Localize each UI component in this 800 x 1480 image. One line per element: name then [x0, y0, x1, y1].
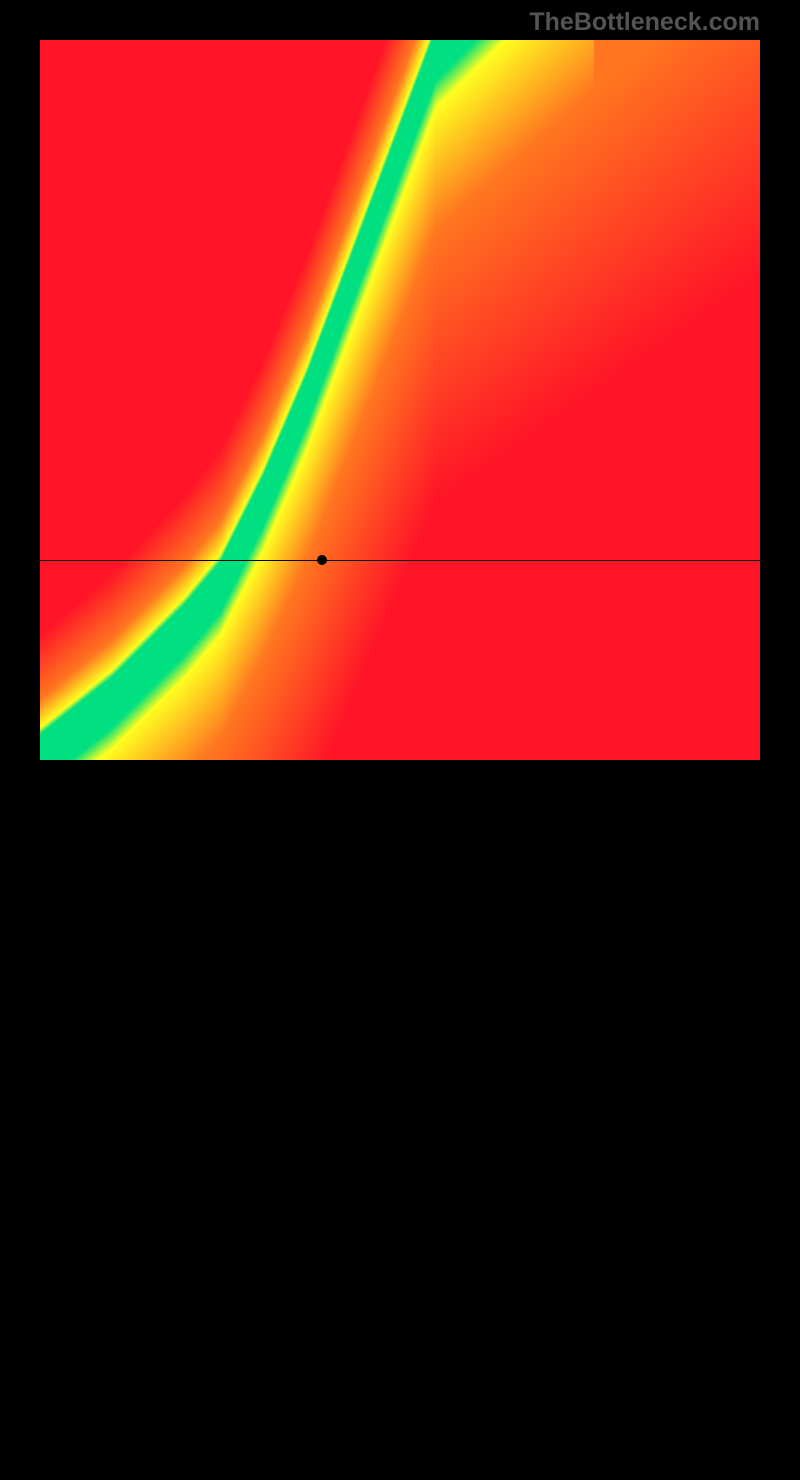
heatmap-canvas	[40, 40, 760, 760]
plot-area	[40, 40, 760, 760]
watermark-text: TheBottleneck.com	[529, 8, 760, 37]
marker-dot	[317, 555, 327, 565]
crosshair-horizontal	[40, 560, 760, 561]
crosshair-vertical	[322, 760, 323, 1480]
